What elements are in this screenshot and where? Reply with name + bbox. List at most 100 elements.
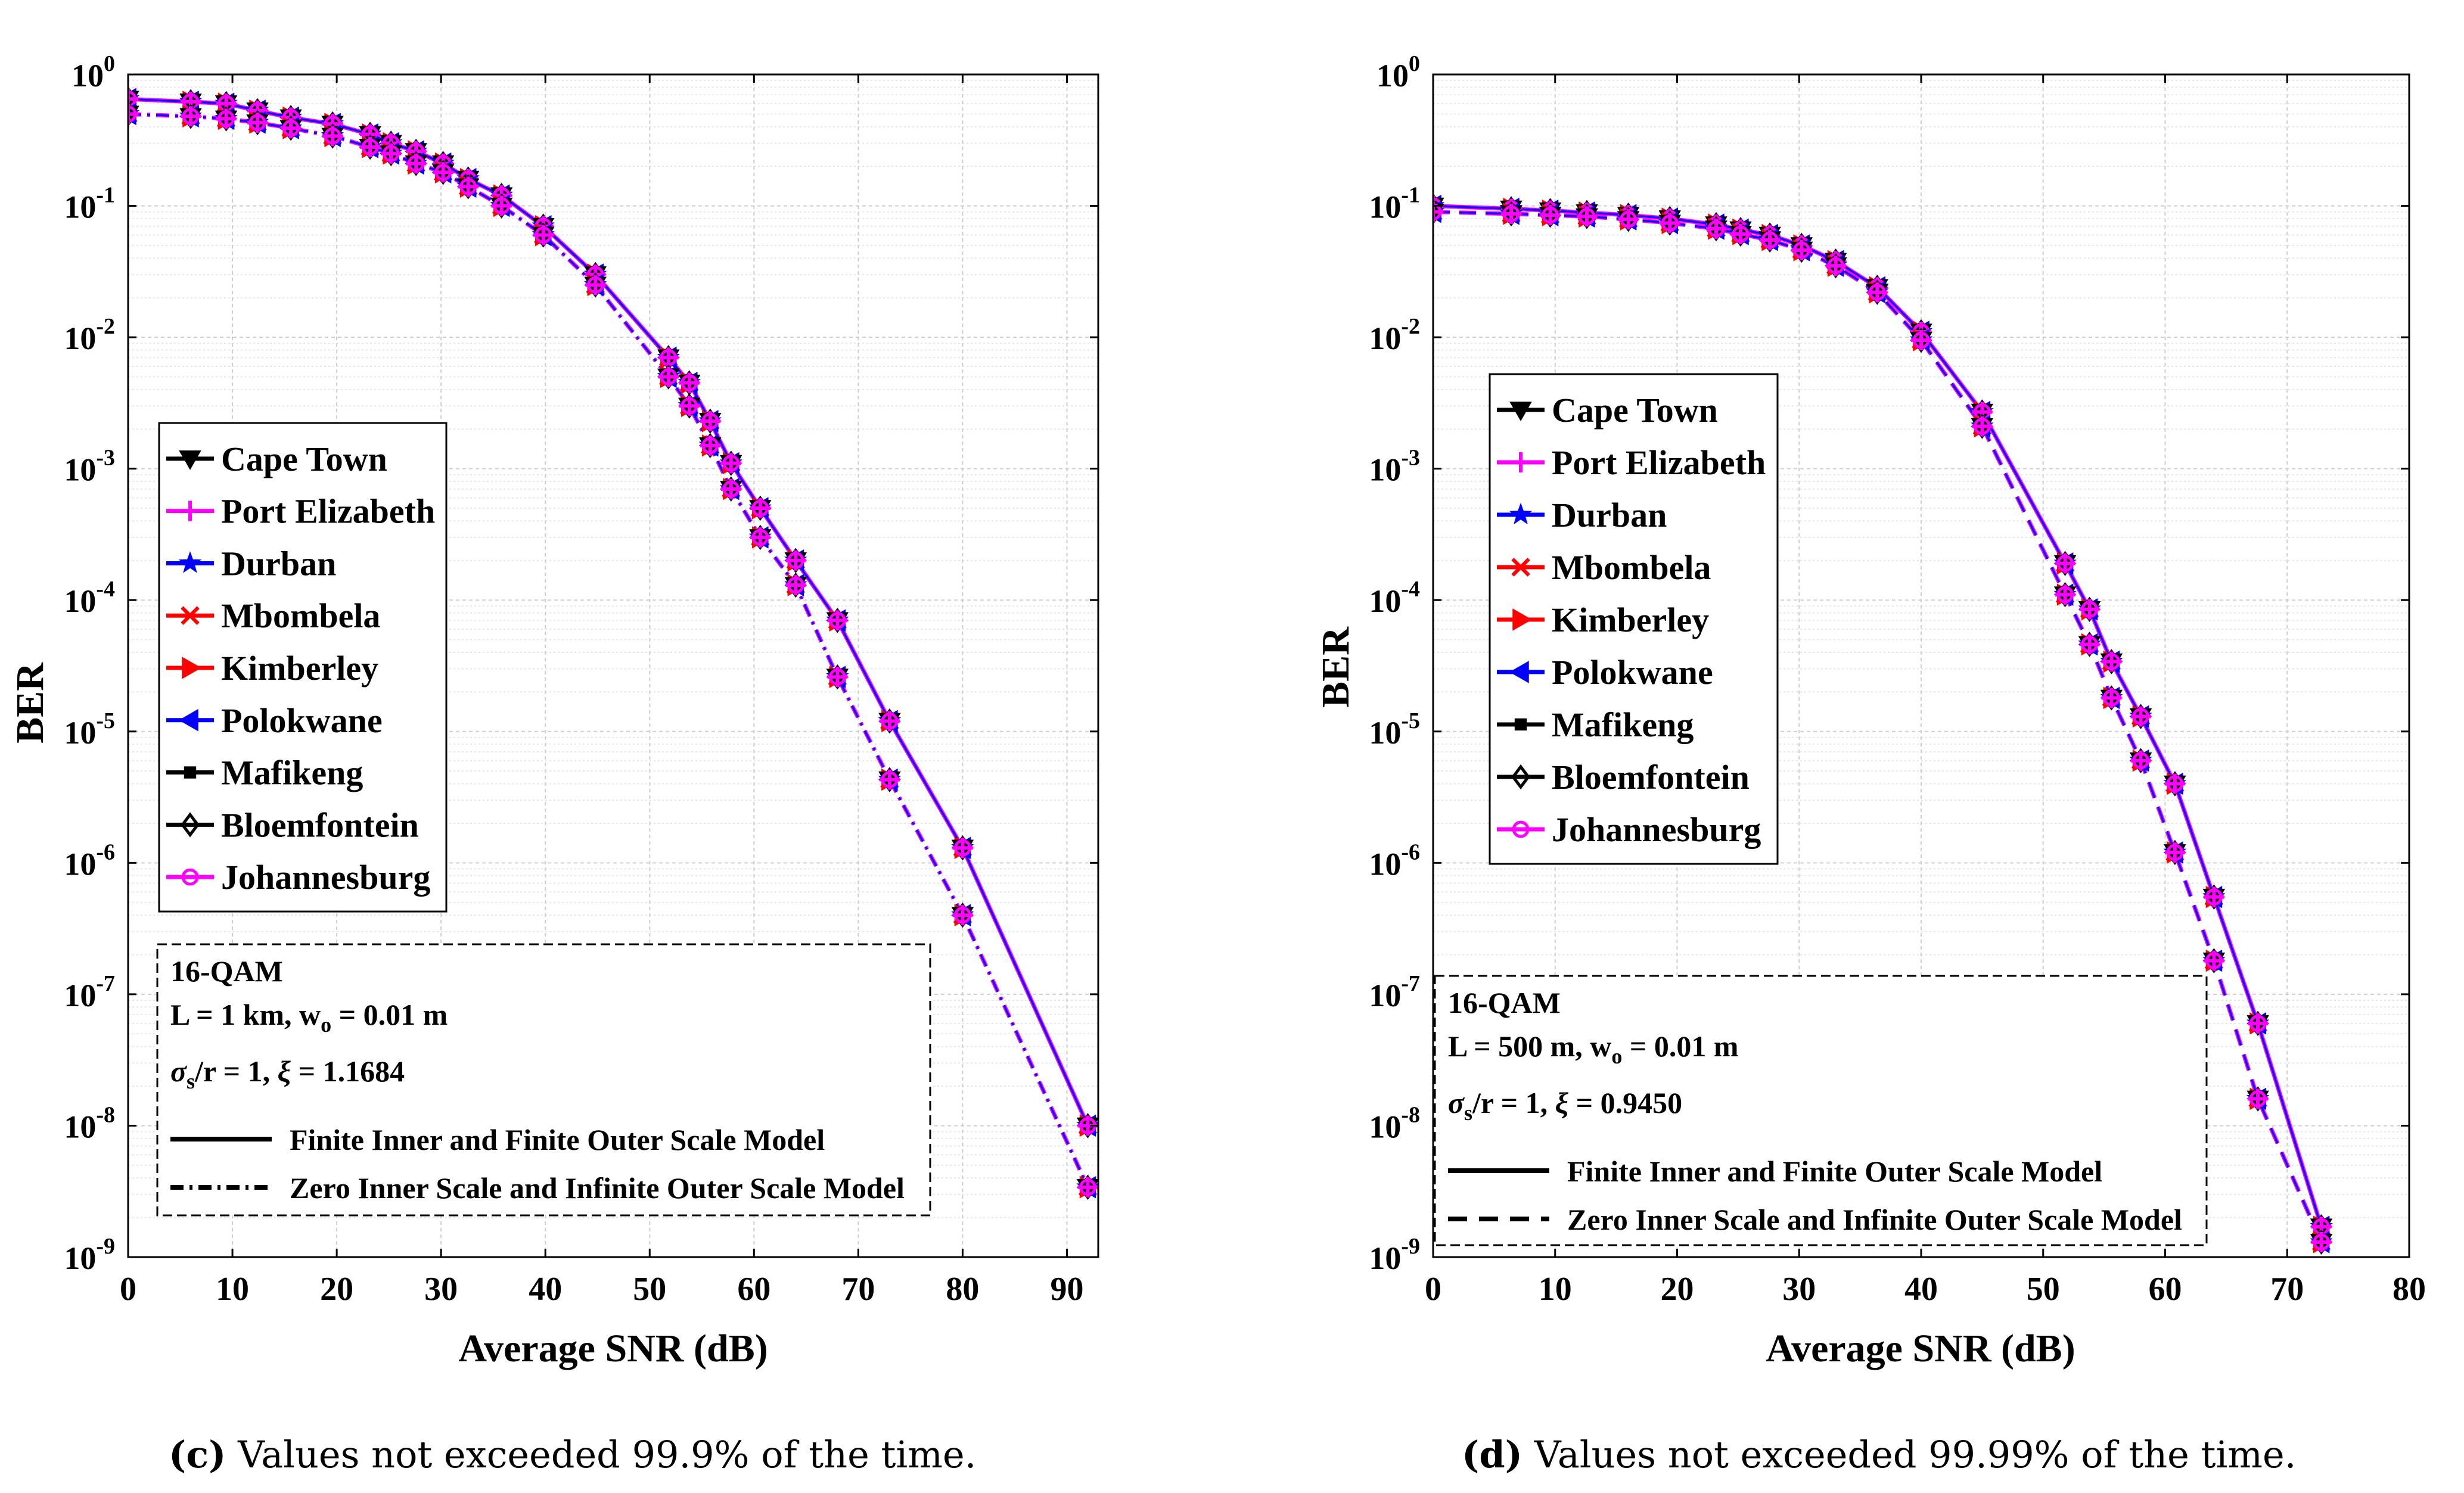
y-tick-label: 10-3 [64, 446, 115, 488]
y-tick-label: 10-5 [64, 708, 115, 751]
y-tick-label: 100 [72, 51, 115, 94]
data-point-marker [535, 226, 552, 244]
data-point-marker [2056, 555, 2074, 573]
legend-item: Kimberley [1497, 601, 1709, 639]
legend-label: Polokwane [221, 701, 383, 740]
data-point-marker [248, 114, 266, 132]
data-point-marker [881, 771, 899, 789]
legend-marker [1509, 402, 1532, 422]
legend-item: Bloemfontein [1497, 758, 1750, 797]
legend-marker [178, 551, 202, 573]
y-axis: 100 10-1 10-2 10-3 10-4 10-5 10-6 10-7 10-8 10-9 [64, 51, 1098, 1276]
y-tick-label: 10-9 [64, 1234, 115, 1276]
caption-c: (c) Values not exceeded 99.9% of the tim… [169, 1433, 977, 1476]
legend-label: Port Elizabeth [221, 492, 435, 531]
x-tick-label: 80 [946, 1271, 979, 1308]
legend-item: Johannesburg [1497, 810, 1761, 849]
y-tick-label: 10-7 [1369, 971, 1420, 1013]
data-point-marker [751, 499, 769, 517]
x-tick-label: 60 [2149, 1271, 2182, 1308]
data-point-marker [954, 839, 971, 857]
annotation-modulation: 16-QAM [170, 954, 283, 988]
data-point-marker [2205, 888, 2223, 906]
data-point-marker [681, 397, 698, 415]
x-tick-label: 60 [737, 1271, 770, 1308]
annotation-model-finite: Finite Inner and Finite Outer Scale Mode… [1567, 1155, 2102, 1188]
data-point-marker [1542, 206, 1559, 224]
legend-item: Mafikeng [166, 754, 363, 792]
data-point-marker [586, 276, 604, 294]
y-tick-label: 10-1 [64, 183, 115, 225]
legend-marker [1512, 608, 1533, 631]
data-point-marker [787, 552, 804, 570]
x-tick-label: 70 [841, 1271, 875, 1308]
legend-marker [180, 500, 200, 521]
y-axis-title: BER [8, 662, 52, 744]
y-tick-label: 10-9 [1369, 1234, 1420, 1276]
data-point-marker [751, 528, 769, 546]
y-tick-label: 10-2 [64, 314, 115, 356]
legend-item: Port Elizabeth [166, 492, 435, 531]
caption-d: (d) Values not exceeded 99.99% of the ti… [1462, 1433, 2297, 1476]
legend-label: Mbombela [221, 596, 380, 635]
legend-item: Mafikeng [1497, 705, 1694, 744]
legend-item: Polokwane [1497, 653, 1713, 692]
data-point-marker [2081, 636, 2098, 654]
data-point-marker [2132, 708, 2149, 726]
legend-marker [1511, 764, 1530, 790]
data-point-marker [2249, 1090, 2267, 1108]
x-axis: 0 10 20 30 40 50 60 70 80 [1425, 74, 2426, 1308]
data-point-marker [1827, 257, 1845, 275]
annotation-frame [156, 943, 931, 1217]
legend-item: Durban [1497, 496, 1667, 534]
data-point-marker [787, 576, 804, 594]
legend-marker [1512, 820, 1530, 838]
data-point-marker [722, 455, 740, 472]
annotation-frame [1434, 975, 2208, 1246]
x-tick-label: 50 [633, 1271, 666, 1308]
data-point-marker [1707, 220, 1725, 238]
annotation-modulation: 16-QAM [1448, 986, 1561, 1019]
x-tick-label: 0 [1425, 1271, 1441, 1308]
data-point-marker [1502, 205, 1520, 223]
data-point-marker [2103, 689, 2120, 707]
data-point-marker [681, 374, 698, 391]
y-tick-label: 10-5 [1369, 708, 1420, 751]
x-tick-label: 30 [424, 1271, 458, 1308]
legend-marker [1511, 452, 1531, 472]
legend-item: Johannesburg [166, 858, 430, 897]
legend-marker [1509, 502, 1533, 525]
data-point-marker [1761, 231, 1779, 249]
y-tick-label: 10-3 [1369, 446, 1420, 488]
y-tick-label: 10-8 [64, 1102, 115, 1144]
axes-frame [127, 73, 1099, 1258]
legend-item: Cape Town [1497, 391, 1718, 430]
data-point-marker [1792, 241, 1810, 259]
x-tick-label: 50 [2027, 1271, 2060, 1308]
x-tick-label: 40 [1904, 1271, 1938, 1308]
x-axis-title: Average SNR (dB) [458, 1327, 768, 1370]
annotation-link: L = 1 km, wo = 0.01 m [170, 998, 448, 1037]
x-tick-label: 10 [1539, 1271, 1572, 1308]
annotation-link: L = 500 m, wo = 0.01 m [1448, 1029, 1739, 1068]
data-point-marker [493, 197, 511, 214]
annotation-params: σs/r = 1, ξ = 1.1684 [170, 1055, 405, 1093]
legend-label: Cape Town [221, 440, 387, 478]
data-point-marker [1868, 284, 1886, 301]
data-point-marker [407, 155, 425, 172]
x-axis: 0 10 20 30 40 50 60 70 80 90 [120, 74, 1083, 1308]
data-point-marker [2166, 775, 2184, 792]
data-point-marker [722, 480, 740, 498]
annotation-params: σs/r = 1, ξ = 0.9450 [1448, 1086, 1682, 1125]
data-point-marker [660, 368, 678, 385]
data-point-marker [2166, 844, 2184, 861]
data-point-marker [2103, 653, 2120, 670]
y-axis: 100 10-1 10-2 10-3 10-4 10-5 10-6 10-7 10-8 10-9 [1369, 51, 2409, 1276]
series-line-dashed [1433, 211, 2322, 1243]
x-tick-label: 90 [1050, 1271, 1083, 1308]
data-point-marker [828, 611, 846, 629]
annotation-model-zero: Zero Inner Scale and Infinite Outer Scal… [290, 1171, 905, 1205]
data-point-marker [828, 668, 846, 686]
legend-marker [181, 812, 200, 838]
